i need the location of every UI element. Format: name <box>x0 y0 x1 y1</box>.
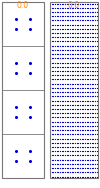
Text: 0.0: 0.0 <box>68 1 80 10</box>
Bar <box>2 2 44 178</box>
Bar <box>50 2 98 178</box>
Text: 0.0: 0.0 <box>17 1 29 10</box>
